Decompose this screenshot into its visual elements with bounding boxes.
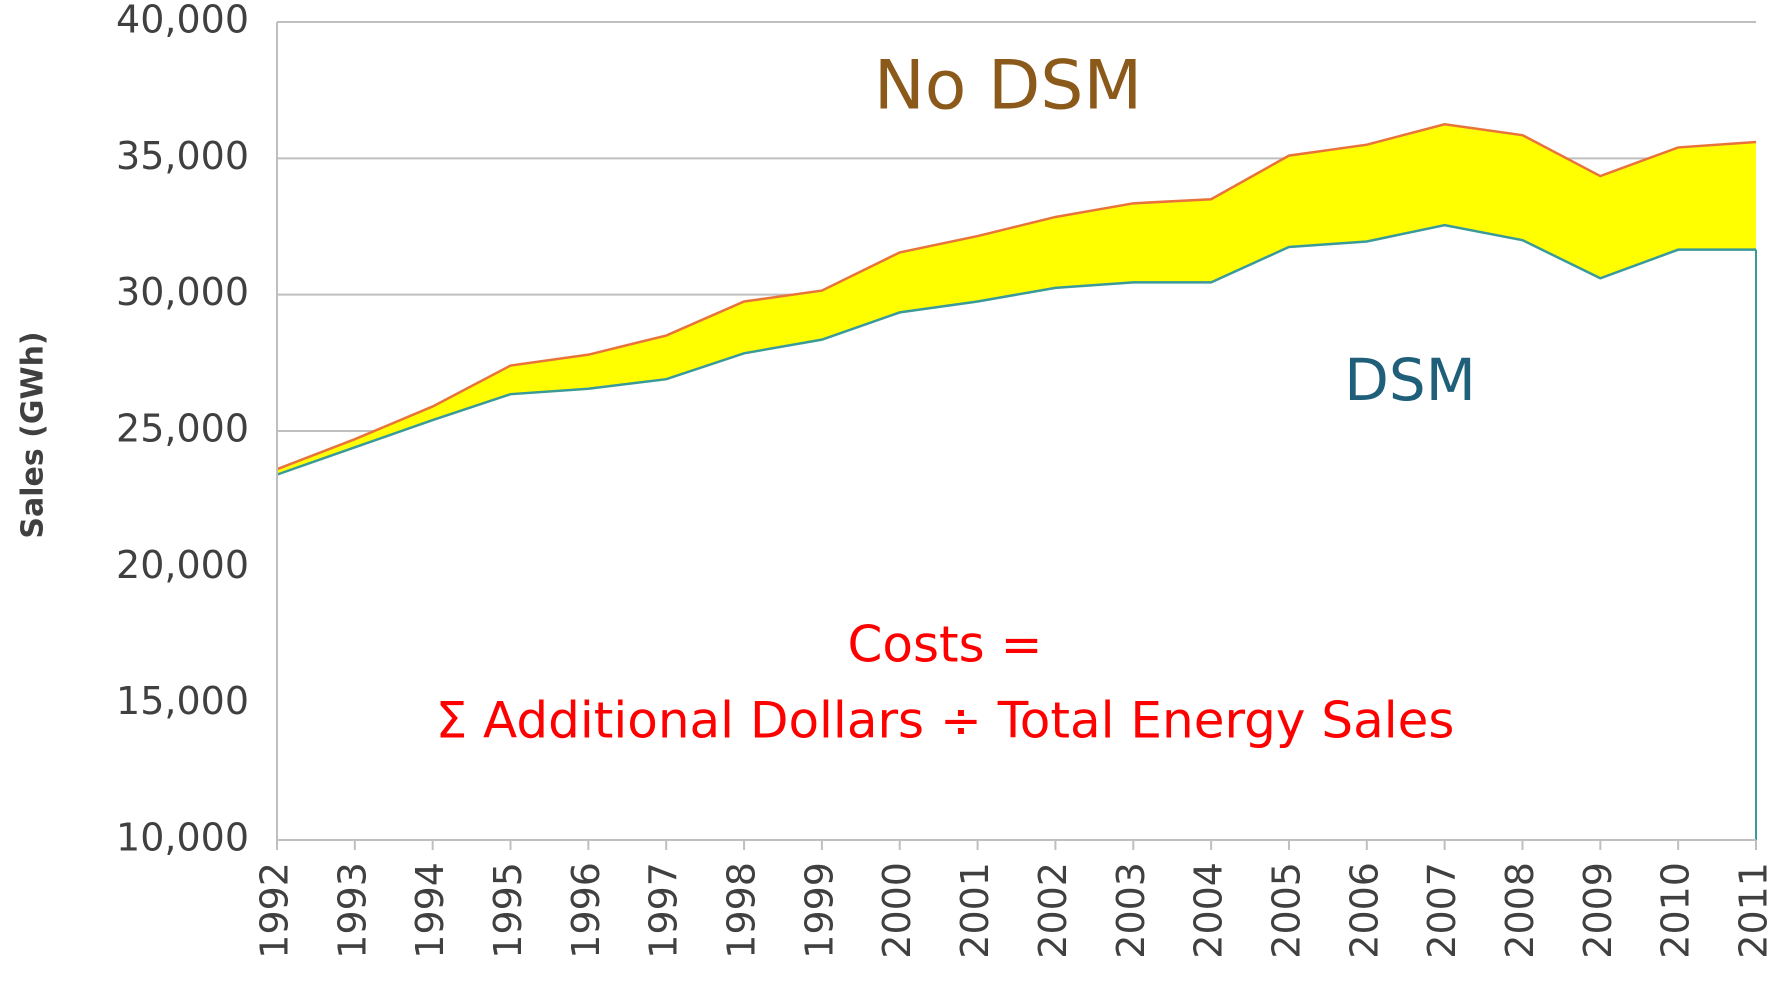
- x-tick-label: 2009: [1576, 862, 1620, 959]
- x-tick-label: 1994: [408, 862, 452, 959]
- y-tick-label: 40,000: [116, 0, 249, 42]
- x-tick-label: 2005: [1264, 862, 1308, 959]
- series-label: DSM: [1344, 346, 1476, 414]
- y-tick-label: 10,000: [116, 816, 249, 860]
- x-tick-label: 1998: [720, 862, 764, 959]
- x-tick-label: 1999: [797, 862, 841, 959]
- y-axis-label: Sales (GWh): [16, 331, 51, 538]
- annotation: Σ Additional Dollars ÷ Total Energy Sale…: [436, 692, 1455, 750]
- x-tick-label: 1997: [642, 862, 686, 959]
- x-tick-label: 2002: [1031, 862, 1075, 959]
- y-tick-label: 20,000: [116, 543, 249, 587]
- x-tick-label: 1995: [486, 862, 530, 959]
- x-tick-label: 2006: [1342, 862, 1386, 959]
- x-tick-label: 2003: [1109, 862, 1153, 959]
- area: [277, 225, 1756, 841]
- y-tick-label: 25,000: [116, 407, 249, 451]
- x-tick-label: 2001: [953, 862, 997, 959]
- series-label: No DSM: [874, 47, 1142, 126]
- x-tick-label: 1993: [330, 862, 374, 959]
- y-tick-label: 30,000: [116, 270, 249, 314]
- x-tick-label: 2007: [1420, 862, 1464, 959]
- x-tick-label: 2008: [1498, 862, 1542, 959]
- annotation: Costs =: [848, 616, 1043, 674]
- y-tick-label: 15,000: [116, 679, 249, 723]
- x-tick-label: 2011: [1732, 862, 1776, 959]
- line: [276, 122, 1757, 471]
- x-tick-label: 2004: [1187, 862, 1231, 959]
- x-tick-label: 2000: [875, 862, 919, 959]
- y-tick-label: 35,000: [116, 134, 249, 178]
- line: [276, 223, 1756, 476]
- x-tick-label: 1996: [564, 862, 608, 959]
- x-tick-label: 1992: [253, 862, 297, 959]
- x-tick-label: 2010: [1654, 862, 1698, 959]
